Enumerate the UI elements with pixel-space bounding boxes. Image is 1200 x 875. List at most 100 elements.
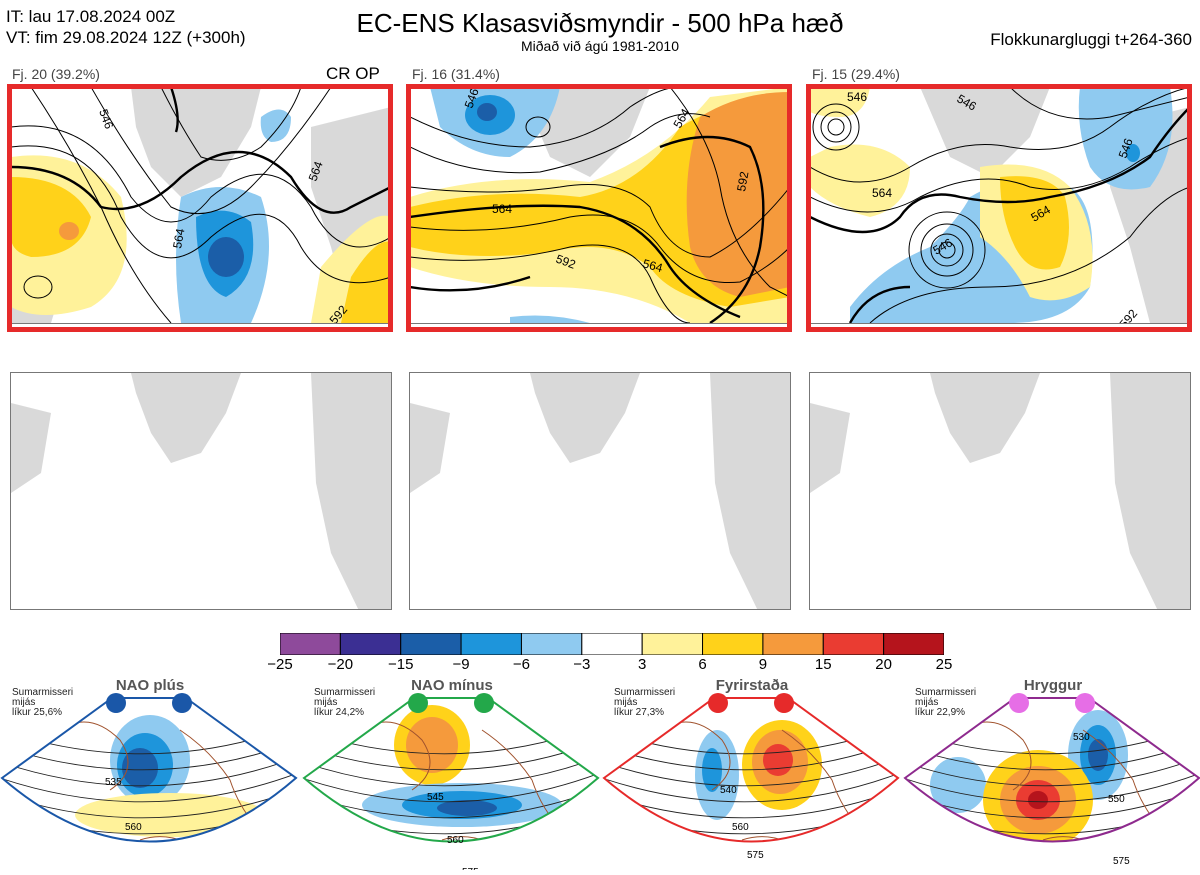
colorbar-tick-label: −20 (327, 656, 354, 673)
regime-note: Sumarmisseri mijás líkur 25,6% (12, 688, 73, 718)
regime-marker-dot (708, 693, 728, 713)
colorbar-swatch (702, 633, 764, 655)
bold-contours (410, 135, 765, 323)
regime-panel: 540 560 575 (602, 690, 900, 875)
contour-label-592: 592 (554, 252, 578, 272)
regime-note-line: Sumarmisseri (12, 687, 74, 698)
anomaly-blob (930, 757, 986, 813)
height-contour (604, 772, 898, 803)
height-contour (2, 772, 296, 803)
regime-marker-dot (106, 693, 126, 713)
regime-contour-label: 575 (747, 850, 764, 861)
colorbar-swatch (400, 633, 462, 655)
colorbar-tick-label: 25 (935, 656, 953, 673)
regime-contour-label: 575 (462, 867, 479, 870)
height-contours (11, 87, 391, 323)
contour-label-546-c: 546 (847, 90, 867, 104)
colorbar-tick-label: −15 (387, 656, 414, 673)
empty-map-3 (809, 372, 1191, 610)
contour-label-592-b: 592 (734, 170, 751, 192)
anomaly-blob (406, 717, 458, 773)
cluster-map-2-svg: 564 592 564 564 592 546 (410, 87, 790, 323)
regime-note-line: líkur 24,2% (314, 707, 365, 718)
regime-marker-dot (474, 693, 494, 713)
regime-contour-label: 550 (1108, 794, 1125, 805)
height-contour (0, 853, 298, 870)
anomaly-blob (1088, 739, 1108, 771)
regime-note-line: líkur 22,9% (915, 707, 966, 718)
contour-label-592: 592 (1117, 306, 1141, 323)
regime-marker-dot (1009, 693, 1029, 713)
anomaly-blob (763, 744, 793, 776)
anomaly-shading (810, 87, 1173, 323)
cluster-map-3: 546 546 546 546 564 564 592 (809, 86, 1191, 324)
regime-fan-map: 540 560 575 (602, 697, 900, 861)
height-contour (905, 772, 1199, 803)
regime-panel: 535 560 (0, 690, 298, 875)
anomaly-shading (11, 109, 391, 323)
anomaly-blob (437, 800, 497, 816)
colorbar-swatch (339, 633, 402, 655)
regime-note-line: mijás (915, 697, 939, 708)
issue-time: IT: lau 17.08.2024 00Z (6, 7, 176, 26)
regime-contour-label: 545 (427, 792, 444, 803)
cluster-1-extra: CR OP (326, 64, 380, 83)
regime-contour-label: 575 (1113, 856, 1130, 867)
regime-contour-label: 560 (732, 822, 749, 833)
valid-time: VT: fim 29.08.2024 12Z (+300h) (6, 28, 246, 47)
colorbar-swatch (641, 633, 704, 655)
height-contour (2, 740, 296, 771)
contour-label-546: 546 (96, 107, 116, 131)
cluster-map-1: 564 564 592 546 (10, 86, 392, 324)
regime-note-line: mijás (614, 697, 638, 708)
colorbar-tick-label: −6 (512, 656, 531, 673)
height-contour (604, 820, 898, 842)
height-contour (304, 772, 598, 803)
empty-map-1 (10, 372, 392, 610)
colorbar-swatch (581, 633, 643, 655)
height-contour (903, 853, 1200, 870)
regime-note-line: Sumarmisseri (614, 687, 676, 698)
regime-fan-map: 530 550 575 (903, 697, 1200, 870)
regime-note-line: líkur 27,3% (614, 707, 665, 718)
regime-fan-border (302, 697, 600, 843)
colorbar (280, 633, 944, 655)
colorbar-tick-label: 9 (758, 656, 768, 673)
anomaly-shading (410, 87, 790, 323)
regime-title: Fyrirstaða (715, 677, 789, 694)
regime-fan-border (0, 697, 298, 843)
height-contour (304, 756, 598, 787)
height-contour (304, 740, 598, 771)
colorbar-tick-label: 3 (638, 656, 647, 673)
height-contour (604, 756, 898, 787)
page-title: EC-ENS Klasasviðsmyndir - 500 hPa hæð (356, 8, 844, 38)
regime-contour-label: 530 (1073, 732, 1090, 743)
cluster-map-1-svg: 564 564 592 546 (11, 87, 391, 323)
empty-map-2-svg (410, 373, 790, 609)
height-contour (2, 756, 296, 787)
regime-note-line: mijás (314, 697, 338, 708)
regime-title: NAO mínus (411, 677, 493, 694)
regime-marker-dot (408, 693, 428, 713)
cluster-1-label: Fj. 20 (39.2%) (12, 66, 100, 82)
height-contour (905, 740, 1199, 771)
regime-contour-label: 560 (125, 822, 142, 833)
height-contour (905, 724, 1199, 755)
height-contour (302, 853, 600, 870)
regime-note: Sumarmisseri mijás líkur 22,9% (915, 688, 976, 718)
regime-marker-dot (172, 693, 192, 713)
colorbar-swatch (280, 633, 341, 655)
regime-panel: 530 550 575 (903, 690, 1200, 875)
contour-label-564-b: 564 (641, 256, 664, 275)
regime-contour-label: 540 (720, 785, 737, 796)
regime-contour-label: 560 (447, 835, 464, 846)
regime-note-line: mijás (12, 697, 36, 708)
regime-note-line: Sumarmisseri (915, 687, 977, 698)
cluster-3-label: Fj. 15 (29.4%) (812, 66, 900, 82)
cluster-map-3-svg: 546 546 546 546 564 564 592 (810, 87, 1190, 323)
height-contours (810, 87, 1190, 323)
contour-label-546-d: 546 (1116, 136, 1136, 160)
anomaly-blob (75, 793, 265, 837)
regime-title: NAO plús (115, 677, 185, 694)
colorbar-tick-label: 15 (814, 656, 832, 673)
